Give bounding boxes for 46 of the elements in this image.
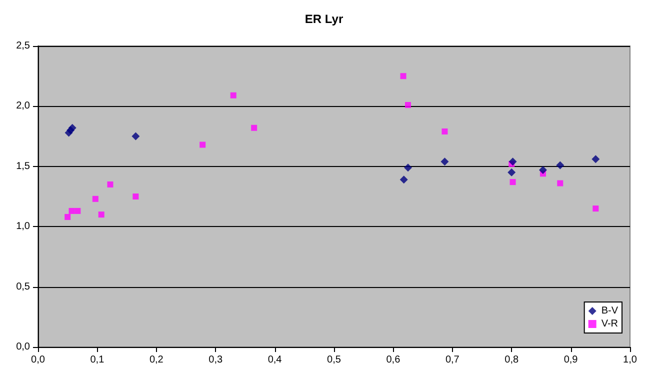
point <box>230 92 236 98</box>
point <box>92 196 98 202</box>
point <box>400 73 406 80</box>
point <box>405 102 411 108</box>
point <box>440 158 449 166</box>
point <box>107 181 114 188</box>
point <box>538 166 547 174</box>
point <box>64 214 71 220</box>
x-tick-label: 0,1 <box>90 354 105 366</box>
legend-label: V-R <box>601 318 618 330</box>
y-tick-label: 0,0 <box>16 342 30 352</box>
point <box>508 168 516 176</box>
x-tick-label: 0,7 <box>445 354 460 366</box>
x-tick-label: 0,3 <box>208 354 223 366</box>
point <box>556 161 564 170</box>
x-tick-label: 0,9 <box>564 354 578 366</box>
point <box>74 208 81 214</box>
point <box>68 208 75 214</box>
point <box>68 124 76 132</box>
y-tick-label: 2,0 <box>16 100 30 112</box>
point <box>400 176 408 184</box>
point <box>98 212 104 218</box>
x-tick-label: 0,4 <box>268 354 282 366</box>
point <box>200 142 206 148</box>
point <box>251 124 258 131</box>
x-tick-label: 0,8 <box>504 354 519 366</box>
x-tick-label: 0,6 <box>386 354 401 366</box>
point <box>404 164 412 172</box>
y-tick-label: 1,5 <box>16 160 30 172</box>
point <box>557 180 564 186</box>
y-tick-label: 1,0 <box>16 221 30 232</box>
x-tick-label: 1,0 <box>623 354 638 366</box>
point <box>510 179 516 186</box>
point <box>132 132 140 140</box>
point <box>592 155 600 164</box>
point <box>132 194 139 200</box>
point <box>508 158 517 166</box>
point <box>592 206 599 212</box>
legend-label: B-V <box>601 306 618 316</box>
chart-title: ER Lyr <box>304 12 344 26</box>
x-tick-label: 0,2 <box>149 354 164 366</box>
point <box>442 128 448 134</box>
x-tick-label: 0,0 <box>31 354 46 366</box>
x-tick-label: 0,5 <box>327 354 342 366</box>
y-tick-label: 0,5 <box>16 281 30 292</box>
y-tick-label: 2,5 <box>16 40 30 52</box>
